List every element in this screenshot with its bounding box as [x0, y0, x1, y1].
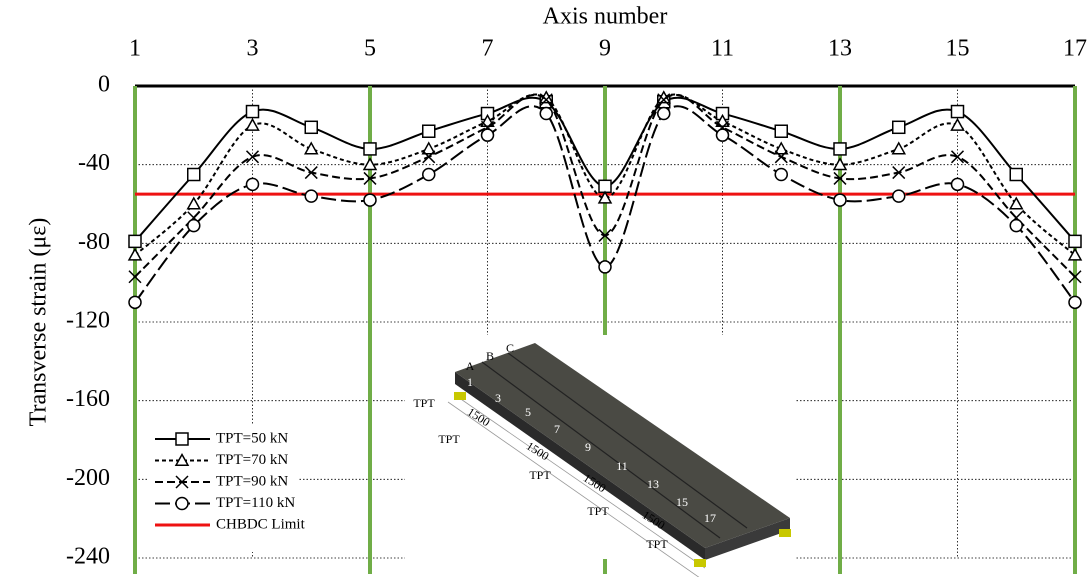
inset-support-label: TPT [529, 468, 551, 482]
marker [129, 296, 141, 308]
marker [775, 125, 787, 137]
legend-label: CHBDC Limit [216, 516, 306, 532]
marker [540, 108, 552, 120]
bearing [779, 529, 791, 537]
x-tick-label: 7 [482, 36, 494, 62]
marker [1010, 169, 1022, 181]
y-tick-label: -200 [66, 465, 110, 491]
marker [423, 169, 435, 181]
marker [658, 108, 670, 120]
marker [834, 143, 846, 155]
marker [834, 194, 846, 206]
page: {"chart_data": {"type": "line", "x_label… [0, 0, 1088, 577]
y-tick-label: -240 [66, 544, 110, 570]
legend-marker [176, 498, 188, 510]
legend-label: TPT=110 kN [216, 495, 295, 511]
x-axis-title: Axis number [543, 4, 668, 30]
marker [364, 143, 376, 155]
inset-label: C [506, 341, 514, 355]
marker [717, 129, 729, 141]
inset-support-label: TPT [438, 432, 460, 446]
bearing [694, 559, 706, 567]
marker [599, 180, 611, 192]
x-tick-label: 11 [711, 36, 734, 62]
marker [247, 119, 259, 130]
y-tick-label: -80 [78, 229, 110, 255]
marker [1069, 249, 1081, 260]
inset-label: B [486, 349, 494, 363]
marker [305, 121, 317, 133]
marker [893, 143, 905, 154]
legend-label: TPT=50 kN [216, 430, 288, 446]
marker [893, 190, 905, 202]
marker [952, 119, 964, 130]
marker [482, 129, 494, 141]
inset-label: 13 [647, 477, 659, 491]
inset-label: 17 [704, 511, 716, 525]
inset-label: 9 [585, 440, 591, 454]
marker [1010, 198, 1022, 209]
inset-support-label: TPT [646, 537, 668, 551]
inset-label: 7 [554, 422, 560, 436]
marker [188, 169, 200, 181]
bearing [454, 392, 466, 400]
inset-support-label: TPT [413, 396, 435, 410]
x-tick-label: 5 [364, 36, 376, 62]
x-tick-label: 3 [247, 36, 259, 62]
marker [599, 261, 611, 273]
inset-label: 5 [525, 405, 531, 419]
marker [423, 125, 435, 137]
marker [775, 169, 787, 181]
marker [129, 235, 141, 247]
marker [893, 121, 905, 133]
marker [952, 106, 964, 118]
marker [364, 159, 376, 170]
marker [1010, 220, 1022, 232]
inset-support-label: TPT [587, 504, 609, 518]
marker [188, 220, 200, 232]
y-tick-label: -40 [78, 150, 110, 176]
marker [247, 178, 259, 190]
marker [952, 178, 964, 190]
x-tick-label: 1 [129, 36, 141, 62]
legend-label: TPT=70 kN [216, 452, 288, 468]
inset-label: 3 [495, 391, 501, 405]
inset-label: A [466, 359, 475, 373]
inset-label: 15 [676, 495, 688, 509]
inset: ABC1357911131517TPTTPTTPTTPTTPT150015001… [405, 335, 795, 577]
marker [129, 249, 141, 260]
x-tick-label: 15 [946, 36, 970, 62]
inset-label: 11 [616, 459, 628, 473]
x-tick-label: 17 [1063, 36, 1087, 62]
legend-marker [176, 433, 188, 445]
y-tick-label: 0 [98, 72, 110, 98]
y-tick-label: -160 [66, 386, 110, 412]
chart: Axis number Transverse strain (με) -240 -… [0, 0, 1088, 577]
x-tick-label: 13 [828, 36, 852, 62]
marker [364, 194, 376, 206]
y-tick-label: -120 [66, 308, 110, 334]
inset-label: 1 [467, 375, 473, 389]
y-axis-title: Transverse strain (με) [26, 218, 52, 427]
marker [305, 190, 317, 202]
legend-label: TPT=90 kN [216, 473, 288, 489]
marker [247, 106, 259, 118]
marker [1069, 235, 1081, 247]
marker [1069, 296, 1081, 308]
x-tick-label: 9 [599, 36, 611, 62]
